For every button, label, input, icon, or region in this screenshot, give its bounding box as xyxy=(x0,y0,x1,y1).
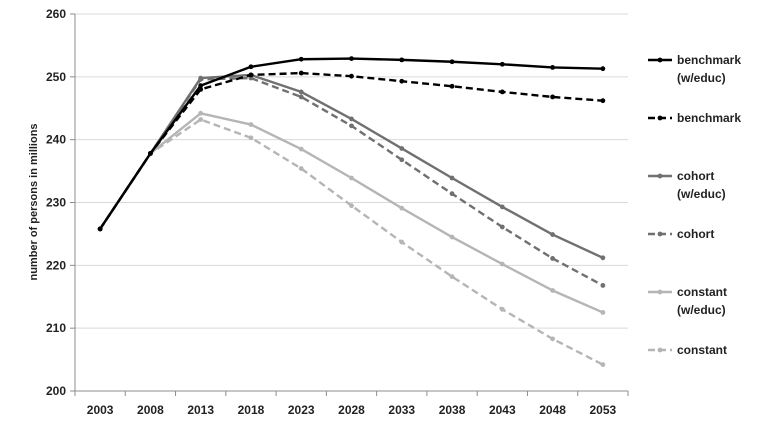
data-point xyxy=(499,89,505,95)
data-point xyxy=(499,306,505,312)
legend-label: constant xyxy=(677,285,727,299)
x-tick-label: 2053 xyxy=(590,403,617,417)
y-axis-title: number of persons in millions xyxy=(28,123,40,280)
data-point xyxy=(550,94,555,100)
y-tick-label: 200 xyxy=(46,384,66,398)
x-tick-label: 2013 xyxy=(187,403,214,417)
data-point xyxy=(349,116,354,122)
data-point xyxy=(499,261,505,267)
data-point xyxy=(298,146,304,152)
data-point xyxy=(298,166,304,171)
x-tick-label: 2008 xyxy=(137,403,164,417)
series-line xyxy=(99,76,604,287)
data-point xyxy=(298,89,304,95)
data-point xyxy=(399,239,405,245)
legend-label: (w/educ) xyxy=(677,303,726,317)
data-point xyxy=(349,56,354,62)
data-point xyxy=(449,59,455,65)
data-point xyxy=(550,256,555,261)
legend-label: constant xyxy=(677,343,727,357)
legend-marker xyxy=(657,289,663,295)
data-point xyxy=(248,64,254,70)
data-point xyxy=(600,255,606,261)
data-point xyxy=(449,274,455,280)
data-point xyxy=(198,75,204,81)
data-point xyxy=(349,123,354,129)
data-point xyxy=(399,205,405,211)
series-line xyxy=(99,73,604,259)
y-tick-label: 250 xyxy=(46,70,66,84)
data-point xyxy=(499,61,505,67)
data-point xyxy=(97,226,103,232)
data-point xyxy=(298,70,304,76)
x-tick-label: 2033 xyxy=(388,403,415,417)
y-tick-label: 210 xyxy=(46,321,66,335)
data-point xyxy=(449,234,455,240)
data-point xyxy=(148,151,153,156)
x-tick-label: 2038 xyxy=(439,403,466,417)
x-tick-label: 2043 xyxy=(489,403,516,417)
legend: benchmark (w/educ) benchmark cohort (w/educ)… xyxy=(648,53,741,357)
data-point xyxy=(449,175,455,181)
data-point xyxy=(248,135,254,141)
data-point xyxy=(399,57,405,63)
legend-label: cohort xyxy=(677,169,714,183)
data-point xyxy=(550,232,555,237)
data-point xyxy=(399,146,405,151)
axes xyxy=(70,13,629,396)
data-point xyxy=(550,288,555,293)
x-tick-label: 2003 xyxy=(87,403,114,417)
legend-marker xyxy=(657,231,663,237)
y-tick-label: 230 xyxy=(46,196,66,210)
x-tick-label: 2018 xyxy=(238,403,265,417)
y-tick-labels: 200 210 220 230 240 250 260 xyxy=(46,7,66,398)
data-point xyxy=(298,56,304,62)
data-point xyxy=(248,72,254,78)
data-point xyxy=(449,83,455,89)
data-point xyxy=(399,157,405,163)
data-point xyxy=(349,175,354,181)
legend-marker xyxy=(657,115,663,121)
x-tick-labels: 2003 2008 2013 2018 2023 2028 2033 2038 2043 2048… xyxy=(87,403,617,417)
series-lines xyxy=(97,56,606,368)
data-point xyxy=(600,362,606,368)
legend-label: (w/educ) xyxy=(677,187,726,201)
x-tick-label: 2048 xyxy=(539,403,566,417)
legend-label: (w/educ) xyxy=(677,71,726,85)
y-tick-label: 220 xyxy=(46,258,66,272)
data-point xyxy=(600,66,606,72)
legend-label: benchmark xyxy=(677,53,741,67)
series-line xyxy=(99,112,604,314)
x-tick-label: 2028 xyxy=(338,403,365,417)
data-point xyxy=(600,310,606,315)
legend-marker xyxy=(657,173,663,179)
data-point xyxy=(499,224,505,230)
data-point xyxy=(499,204,505,210)
data-point xyxy=(248,122,254,127)
legend-marker xyxy=(657,57,663,63)
data-point xyxy=(399,78,405,84)
data-point xyxy=(550,65,555,70)
data-point xyxy=(198,117,204,122)
data-point xyxy=(550,336,555,342)
y-tick-label: 260 xyxy=(46,7,66,21)
y-gridlines xyxy=(75,13,628,329)
data-point xyxy=(600,283,606,288)
data-point xyxy=(198,83,204,89)
series-line xyxy=(99,118,604,366)
data-point xyxy=(349,203,354,209)
legend-marker xyxy=(657,347,663,353)
data-point xyxy=(449,191,455,197)
legend-label: benchmark xyxy=(677,111,741,125)
x-tick-label: 2023 xyxy=(288,403,315,417)
legend-label: cohort xyxy=(677,227,714,241)
data-point xyxy=(349,73,354,79)
data-point xyxy=(198,110,204,116)
y-tick-label: 240 xyxy=(46,133,66,147)
data-point xyxy=(298,94,304,100)
data-point xyxy=(600,98,606,104)
